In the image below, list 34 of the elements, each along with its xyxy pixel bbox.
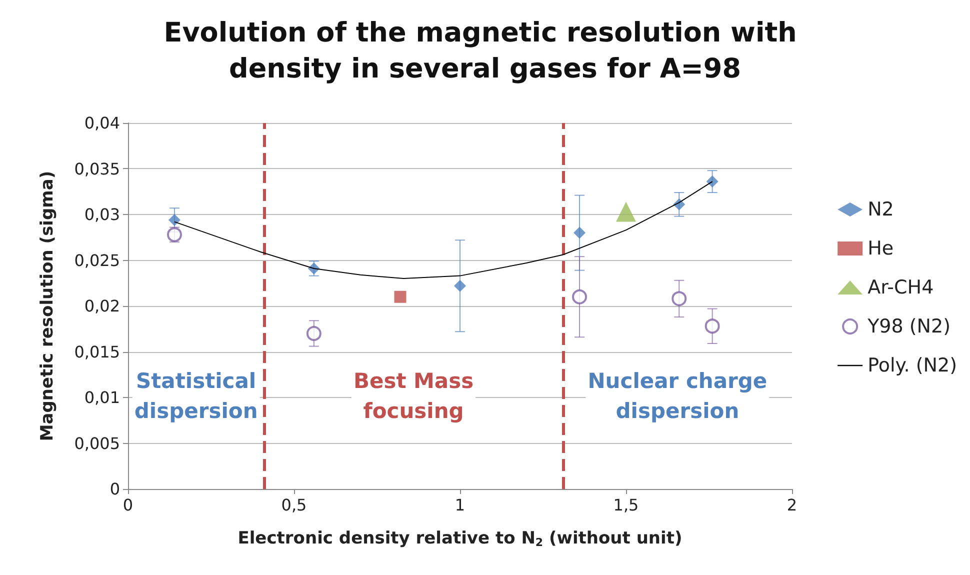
chart-title: Evolution of the magnetic resolution with density in several gases for A=98 (164, 18, 806, 84)
x-tick-label: 0 (122, 496, 134, 514)
point (394, 290, 406, 303)
x-tick-label: 1 (454, 496, 466, 514)
legend-label: N2 (868, 198, 894, 220)
annotation: Nuclear charge dispersion (588, 369, 768, 423)
legend-label: Y98 (N2) (866, 316, 951, 338)
point (306, 326, 322, 341)
point (572, 289, 588, 304)
y-tick-label: 0 (110, 480, 120, 498)
point (616, 202, 636, 222)
legend-label: Poly. (N2) (868, 354, 958, 376)
x-tick-label: 2 (786, 496, 798, 514)
y-tick-label: 0,02 (84, 296, 120, 316)
y-tick-label: 0,015 (74, 342, 120, 362)
y-tick-label: 0,005 (74, 434, 120, 453)
x-tick-label: 0,5 (281, 496, 307, 514)
point (706, 176, 718, 188)
annotation: Best Mass focusing (353, 369, 474, 423)
y-tick-label: 0,035 (74, 159, 120, 178)
legend-label: Ar-CH4 (868, 276, 934, 298)
x-tick-label: 1,5 (613, 496, 639, 514)
point (672, 291, 687, 306)
y-tick-label: 0,04 (84, 114, 120, 132)
point (704, 318, 720, 334)
point (454, 280, 466, 292)
y-tick-label: 0,03 (84, 205, 120, 224)
annotation: Statistical dispersion (134, 369, 258, 423)
y-tick-label: 0,025 (74, 250, 120, 270)
y-tick-label: 0,01 (84, 388, 120, 407)
point (574, 226, 586, 239)
point (168, 214, 180, 226)
legend-label: He (868, 238, 894, 260)
y-axis-title: Magnetic resolution (sigma) (38, 170, 58, 442)
